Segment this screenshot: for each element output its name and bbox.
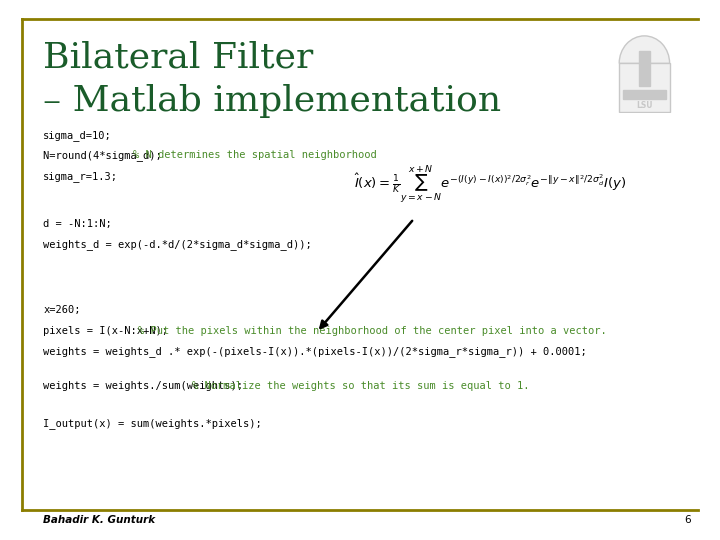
Wedge shape: [619, 36, 670, 63]
Text: sigma_r=1.3;: sigma_r=1.3;: [43, 171, 118, 181]
Text: I_output(x) = sum(weights.*pixels);: I_output(x) = sum(weights.*pixels);: [43, 418, 262, 429]
Text: % N determines the spatial neighborhood: % N determines the spatial neighborhood: [133, 150, 377, 160]
Text: % Put the pixels within the neighborhood of the center pixel into a vector.: % Put the pixels within the neighborhood…: [138, 326, 606, 336]
Bar: [623, 90, 666, 99]
Text: x=260;: x=260;: [43, 305, 81, 315]
Bar: [619, 63, 670, 112]
Text: 6: 6: [685, 515, 691, 525]
Text: weights_d = exp(-d.*d/(2*sigma_d*sigma_d));: weights_d = exp(-d.*d/(2*sigma_d*sigma_d…: [43, 239, 312, 250]
Text: LSU: LSU: [636, 101, 652, 110]
Text: pixels = I(x-N:x+N);: pixels = I(x-N:x+N);: [43, 326, 174, 336]
Text: Bahadir K. Gunturk: Bahadir K. Gunturk: [43, 515, 156, 525]
Text: $\hat{I}(x) = \frac{1}{K} \sum_{y=x-N}^{x+N}e^{-(I(y)-I(x))^2/2\sigma_r^2}e^{-\|: $\hat{I}(x) = \frac{1}{K} \sum_{y=x-N}^{…: [354, 163, 626, 205]
Text: weights = weights./sum(weights);: weights = weights./sum(weights);: [43, 381, 249, 391]
Text: N=round(4*sigma_d);: N=round(4*sigma_d);: [43, 150, 168, 161]
Text: – Matlab implementation: – Matlab implementation: [43, 84, 501, 118]
Text: Bilateral Filter: Bilateral Filter: [43, 40, 313, 75]
Text: weights = weights_d .* exp(-(pixels-I(x)).*(pixels-I(x))/(2*sigma_r*sigma_r)) + : weights = weights_d .* exp(-(pixels-I(x)…: [43, 346, 587, 357]
Text: sigma_d=10;: sigma_d=10;: [43, 130, 112, 140]
Bar: [639, 51, 650, 86]
Text: d = -N:1:N;: d = -N:1:N;: [43, 219, 112, 229]
Text: % Normalize the weights so that its sum is equal to 1.: % Normalize the weights so that its sum …: [192, 381, 529, 391]
